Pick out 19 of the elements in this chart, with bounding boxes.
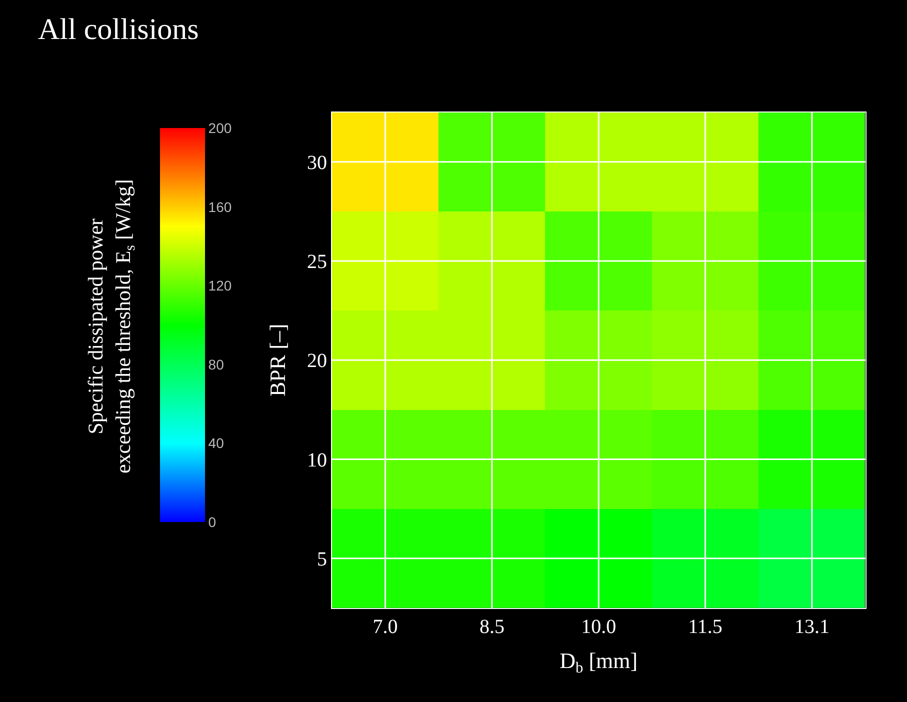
x-tick-label: 8.5: [479, 616, 504, 638]
x-tick-label: 11.5: [688, 616, 722, 638]
chart-title: All collisions: [38, 13, 199, 46]
x-tick-label: 7.0: [372, 616, 398, 638]
color-bar-label: 120: [208, 278, 232, 294]
color-bar-label: 80: [208, 356, 224, 372]
color-bar-label: 40: [208, 435, 224, 452]
color-bar-label: 200: [208, 120, 232, 136]
y-tick-label: 20: [306, 350, 327, 372]
y-tick-label: 5: [316, 548, 327, 570]
y-tick-label: 30: [306, 152, 327, 174]
y-tick-label: 10: [306, 449, 327, 472]
x-tick-label: 13.1: [794, 616, 830, 638]
x-axis-title: D$_{b}$ [mm]: [560, 648, 638, 676]
y-axis-title: BPR [–]: [264, 324, 290, 396]
color-bar-label: 0: [208, 514, 216, 530]
y-tick-label: 25: [306, 251, 327, 273]
color-bar-label: 160: [208, 198, 232, 215]
x-tick-label: 10.0: [581, 616, 616, 638]
